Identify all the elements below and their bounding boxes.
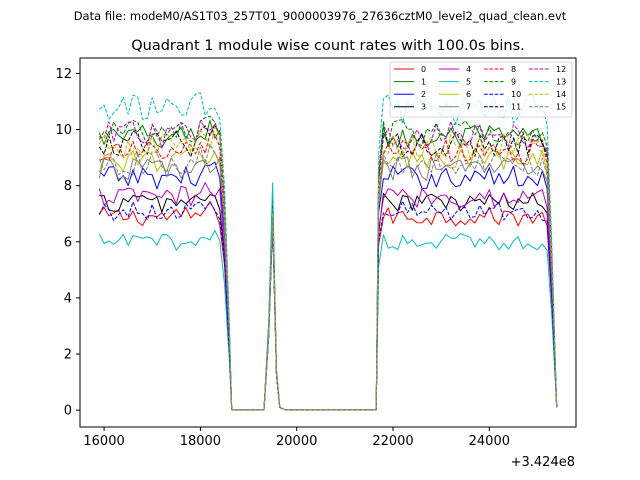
legend-label-9: 9 (511, 77, 516, 86)
legend-label-1: 1 (421, 77, 426, 86)
y-tick-label: 0 (64, 404, 72, 419)
legend-label-4: 4 (466, 65, 471, 74)
y-tick-label: 6 (64, 235, 72, 250)
plot-frame (79, 57, 577, 428)
y-tick-label: 2 (64, 348, 72, 363)
series-line-9 (98, 115, 558, 411)
legend-label-2: 2 (421, 90, 426, 99)
chart-title: Quadrant 1 module wise count rates with … (131, 38, 525, 54)
legend-label-7: 7 (466, 103, 471, 112)
x-axis: 16000 18000 20000 22000 24000 (83, 427, 510, 449)
series-line-15 (98, 143, 558, 411)
y-tick-label: 4 (64, 291, 72, 306)
legend-label-11: 11 (511, 103, 521, 112)
series-line-8 (99, 133, 558, 411)
legend-label-3: 3 (421, 103, 426, 112)
y-tick-label: 12 (55, 67, 72, 82)
x-tick-label: 16000 (83, 434, 124, 449)
x-tick-label: 18000 (180, 434, 221, 449)
series-layer (98, 92, 558, 411)
legend-label-14: 14 (556, 90, 566, 99)
data-file-header: Data file: modeM0/AS1T03_257T01_90000039… (74, 9, 567, 23)
x-offset-label: +3.424e8 (511, 455, 575, 470)
legend-label-12: 12 (556, 65, 566, 74)
y-tick-label: 10 (55, 123, 72, 138)
legend-label-6: 6 (466, 90, 471, 99)
series-line-14 (98, 126, 558, 411)
legend-label-5: 5 (466, 77, 471, 86)
legend-label-13: 13 (556, 77, 566, 86)
legend-label-8: 8 (511, 65, 516, 74)
legend-label-15: 15 (556, 103, 566, 112)
legend-box (389, 61, 573, 118)
y-axis: 0 2 4 6 8 10 12 (55, 67, 80, 419)
x-tick-label: 22000 (372, 434, 413, 449)
x-tick-label: 24000 (469, 434, 510, 449)
plot-area (80, 58, 576, 427)
legend-label-0: 0 (421, 65, 426, 74)
legend-label-10: 10 (511, 90, 521, 99)
y-tick-label: 8 (64, 179, 72, 194)
x-tick-label: 20000 (276, 434, 317, 449)
